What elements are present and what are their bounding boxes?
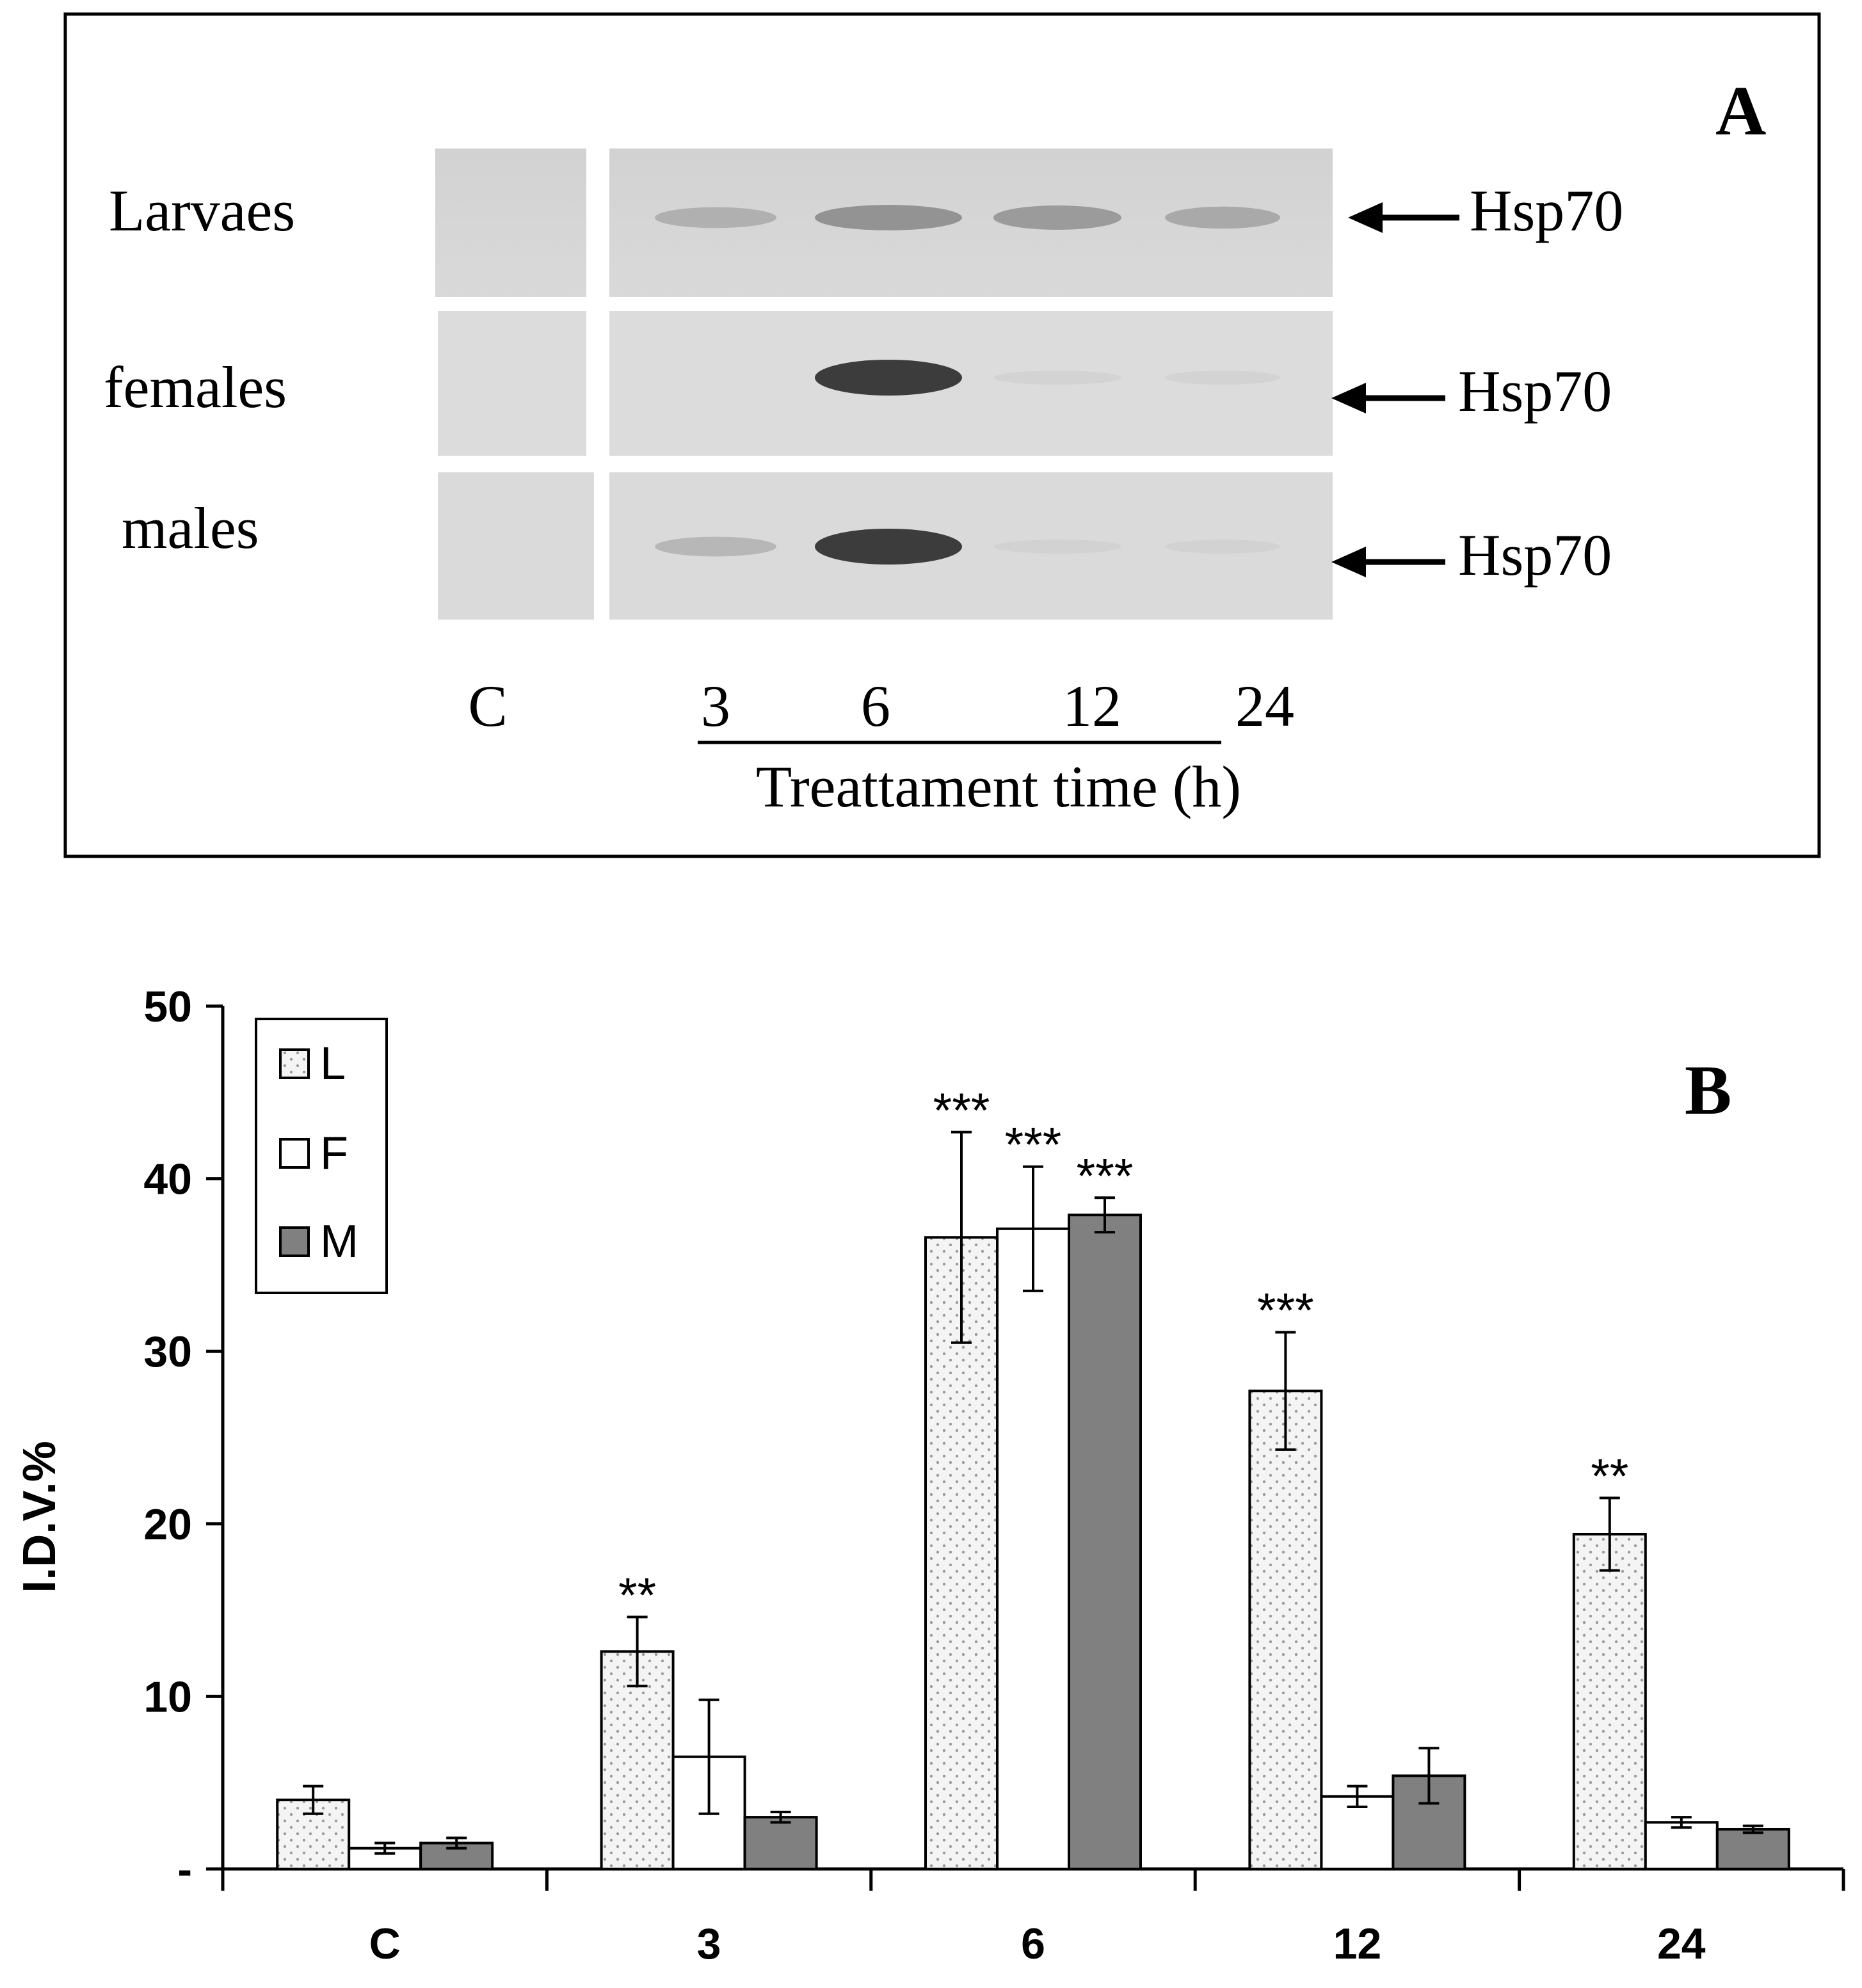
x-tick-label: 6 (1021, 1920, 1045, 1968)
legend-swatch-f (279, 1138, 310, 1169)
x-tick-label: 12 (1333, 1920, 1382, 1968)
marker-label-larvae: Hsp70 (1470, 178, 1623, 243)
gel-band (815, 360, 962, 396)
lane-label-3: 3 (701, 673, 730, 739)
gel-lane-control-females (438, 311, 586, 456)
significance-mark: *** (933, 1084, 990, 1138)
bar-l (1248, 1390, 1323, 1870)
arrow-females (1331, 383, 1445, 413)
significance-mark: *** (1077, 1149, 1134, 1203)
significance-mark: ** (1591, 1449, 1628, 1503)
x-tick-label: 24 (1657, 1920, 1706, 1968)
error-bar (1742, 1824, 1763, 1834)
row-label-females: females (104, 355, 287, 420)
error-bar (1347, 1784, 1368, 1808)
gel-lane-control-larvae (435, 148, 586, 297)
legend-swatch-m (279, 1226, 310, 1257)
legend-label-l: L (320, 1038, 346, 1089)
legend-label-m: M (320, 1216, 358, 1267)
error-bar (446, 1836, 467, 1850)
gel-band (1165, 371, 1280, 385)
y-tick-label: 30 (143, 1327, 192, 1376)
x-tick-label: 3 (697, 1920, 721, 1968)
error-bar (698, 1698, 719, 1815)
marker-label-females: Hsp70 (1458, 358, 1612, 424)
bar-l (1572, 1532, 1647, 1871)
error-bar (627, 1615, 648, 1688)
legend-swatch-l (279, 1048, 310, 1079)
gel-band (993, 205, 1121, 230)
error-bar (951, 1130, 972, 1344)
panel-b-label: B (1685, 1051, 1731, 1129)
arrow-larvae (1348, 202, 1459, 233)
y-tick-label: 50 (143, 982, 192, 1031)
bar-m (743, 1816, 818, 1871)
significance-mark: *** (1257, 1284, 1314, 1338)
gel-band (655, 536, 776, 557)
error-bar (374, 1841, 396, 1855)
error-bar (1599, 1496, 1620, 1572)
gel-band (815, 529, 962, 565)
error-bar (1095, 1196, 1115, 1234)
row-label-males: males (122, 495, 259, 561)
panel-a-xlabel: Treattament time (h) (756, 754, 1241, 819)
y-tick-label: 40 (143, 1155, 192, 1204)
error-bar (1418, 1747, 1440, 1805)
lane-label-c: C (468, 673, 507, 739)
gel-bands (655, 205, 1280, 565)
significance-mark: *** (1005, 1118, 1062, 1173)
bar-f (996, 1227, 1070, 1871)
gel-band (993, 371, 1121, 385)
error-bar (1275, 1331, 1296, 1451)
gel-band (655, 207, 776, 228)
gel-band (1165, 206, 1280, 229)
bar-m (1068, 1214, 1142, 1870)
marker-label-males: Hsp70 (1458, 522, 1612, 588)
gel-band (1165, 540, 1280, 554)
lane-label-24: 24 (1235, 673, 1294, 739)
y-tick-label: 10 (143, 1672, 192, 1721)
lane-label-12: 12 (1063, 673, 1121, 739)
row-label-larvae: Larvaes (109, 178, 295, 243)
legend-label-f: F (320, 1128, 348, 1179)
lane-label-6: 6 (861, 673, 890, 739)
panel-a: A Larvaes females males Hsp70 Hsp70 (63, 12, 1821, 858)
panel-a-label: A (1715, 72, 1766, 150)
error-bar (770, 1811, 791, 1824)
gel-row-females (438, 311, 1333, 456)
x-tick-label: C (369, 1920, 401, 1968)
y-tick-label: - (177, 1845, 192, 1894)
gel-band (993, 540, 1121, 554)
legend-frame (255, 1018, 388, 1294)
y-tick-label: 20 (143, 1500, 192, 1549)
error-bar (303, 1784, 324, 1815)
y-axis-label: I.D.V.% (14, 1441, 65, 1592)
bar-m (1715, 1827, 1790, 1870)
legend: L F M (255, 1018, 388, 1294)
error-bar (1023, 1165, 1043, 1292)
arrow-males (1331, 547, 1445, 577)
gel-band (815, 205, 962, 230)
significance-mark: ** (618, 1568, 656, 1623)
gel-lane-control-males (438, 472, 594, 620)
bar-f (1644, 1821, 1719, 1871)
error-bar (1671, 1816, 1692, 1829)
